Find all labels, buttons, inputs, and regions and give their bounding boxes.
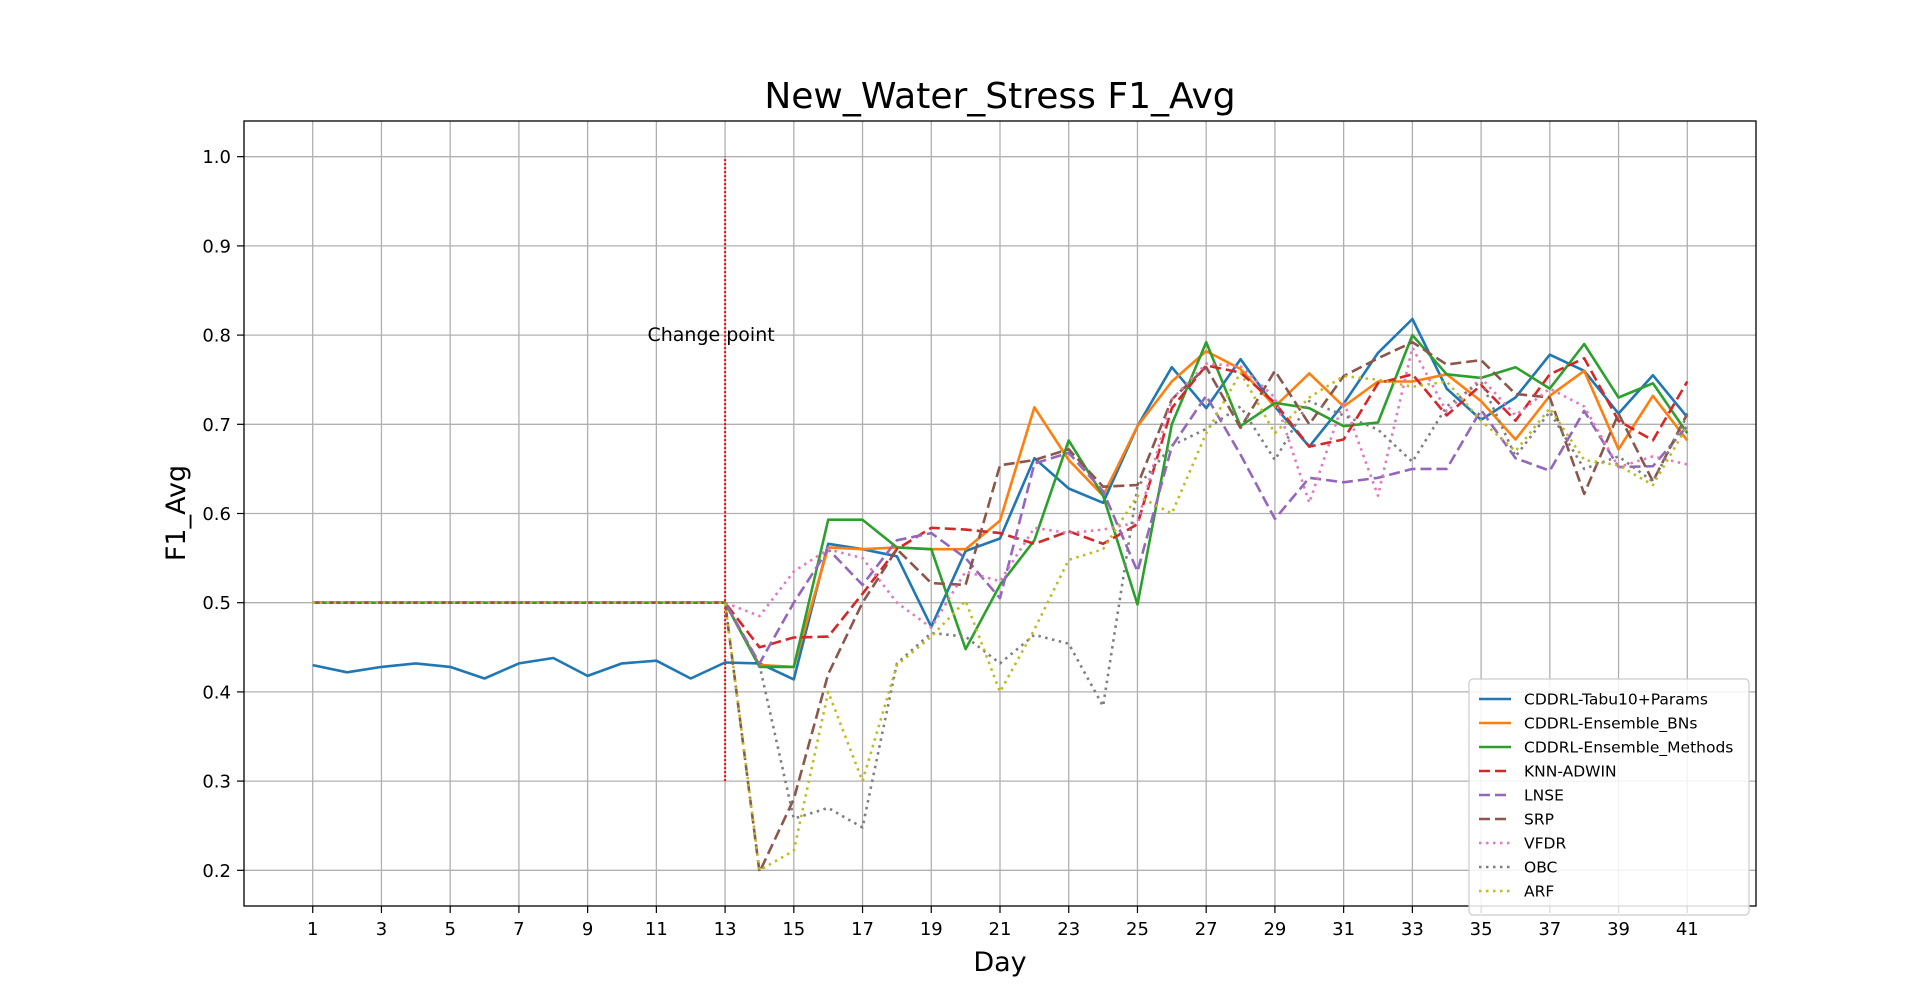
- chart-title: New_Water_Stress F1_Avg: [764, 76, 1235, 117]
- axis-ticks: 1 3 5 7 9 11 13 15 17 19 21 23 25 27 29 31 33 35 37 39 410.2…: [202, 147, 1698, 940]
- x-tick-label: 19: [920, 919, 943, 940]
- y-tick-label: 0.6: [202, 504, 231, 525]
- y-tick-label: 0.3: [202, 772, 231, 793]
- x-tick-label: 7: [513, 919, 524, 940]
- legend-label-4: LNSE: [1524, 787, 1564, 805]
- series-lines: [312, 317, 1689, 874]
- annotations: Change point: [647, 156, 775, 782]
- x-tick-label: 37: [1538, 919, 1561, 940]
- x-tick-label: 27: [1195, 919, 1218, 940]
- x-tick-label: 41: [1676, 919, 1699, 940]
- x-tick-label: 3: [376, 919, 387, 940]
- x-axis-title: Day: [973, 947, 1026, 978]
- x-tick-label: 31: [1332, 919, 1355, 940]
- series-line-8: [312, 371, 1689, 872]
- y-axis-title: F1_Avg: [161, 465, 192, 561]
- legend-label-1: CDDRL-Ensemble_BNs: [1524, 715, 1697, 734]
- y-tick-label: 0.7: [202, 415, 231, 436]
- legend: CDDRL-Tabu10+Params CDDRL-Ensemble_BNs CDD…: [1468, 678, 1750, 916]
- x-tick-label: 1: [307, 919, 318, 940]
- y-tick-label: 1.0: [202, 147, 231, 168]
- legend-label-0: CDDRL-Tabu10+Params: [1524, 691, 1708, 709]
- x-tick-label: 39: [1607, 919, 1630, 940]
- legend-label-5: SRP: [1524, 811, 1554, 829]
- y-tick-label: 0.2: [202, 861, 231, 882]
- series-line-0: [312, 317, 1689, 681]
- series-line-5: [312, 340, 1689, 874]
- legend-label-7: OBC: [1524, 859, 1557, 877]
- x-tick-label: 13: [714, 919, 737, 940]
- series-line-7: [312, 380, 1689, 829]
- legend-box: [1468, 678, 1750, 916]
- legend-label-6: VFDR: [1524, 835, 1566, 853]
- x-tick-label: 21: [989, 919, 1012, 940]
- x-tick-label: 17: [851, 919, 874, 940]
- legend-label-8: ARF: [1524, 883, 1554, 901]
- y-tick-label: 0.9: [202, 236, 231, 257]
- x-tick-label: 9: [582, 919, 593, 940]
- x-tick-label: 33: [1401, 919, 1424, 940]
- x-tick-label: 23: [1057, 919, 1080, 940]
- change-point-label: Change point: [647, 324, 774, 346]
- legend-label-2: CDDRL-Ensemble_Methods: [1524, 739, 1733, 758]
- y-tick-label: 0.5: [202, 593, 231, 614]
- y-tick-label: 0.8: [202, 326, 231, 347]
- x-tick-label: 25: [1126, 919, 1149, 940]
- x-tick-label: 5: [444, 919, 455, 940]
- x-tick-label: 29: [1263, 919, 1286, 940]
- x-tick-label: 15: [782, 919, 805, 940]
- x-tick-label: 35: [1470, 919, 1493, 940]
- legend-label-3: KNN-ADWIN: [1524, 763, 1617, 781]
- x-tick-label: 11: [645, 919, 668, 940]
- y-tick-label: 0.4: [202, 682, 231, 703]
